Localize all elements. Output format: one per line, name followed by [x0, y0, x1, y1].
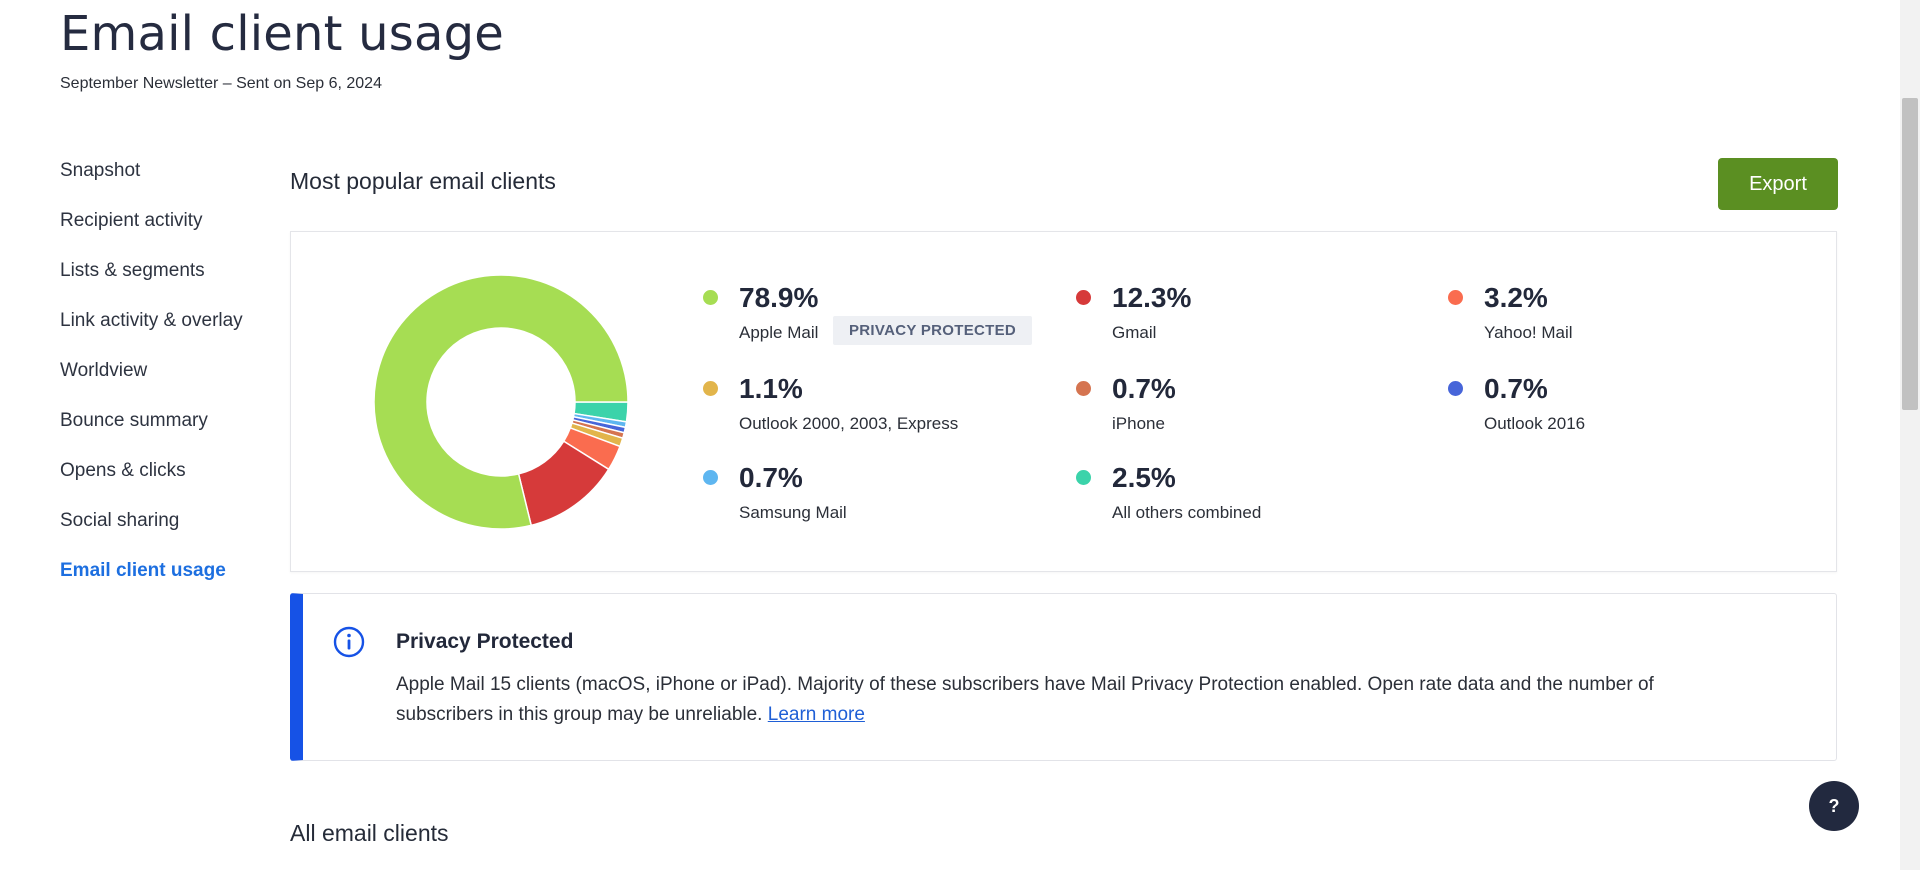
legend-label: Gmail — [1112, 323, 1157, 342]
sidebar-item-email-client-usage[interactable]: Email client usage — [60, 560, 226, 581]
sidebar-item-opens-clicks[interactable]: Opens & clicks — [60, 460, 186, 481]
legend-dot — [1076, 470, 1091, 485]
export-button[interactable]: Export — [1718, 158, 1838, 210]
privacy-protected-badge: PRIVACY PROTECTED — [833, 316, 1033, 345]
sidebar-item-lists-segments[interactable]: Lists & segments — [60, 260, 205, 281]
scrollbar-thumb[interactable] — [1902, 98, 1918, 410]
privacy-info-box: Privacy Protected Apple Mail 15 clients … — [290, 593, 1837, 761]
legend-label: Apple Mail — [739, 323, 819, 342]
legend-label: iPhone — [1112, 414, 1165, 433]
info-body: Apple Mail 15 clients (macOS, iPhone or … — [396, 674, 1654, 725]
legend-label: Outlook 2016 — [1484, 414, 1586, 433]
legend-dot — [1448, 381, 1463, 396]
donut-slice-apple-mail[interactable] — [373, 274, 629, 530]
sidebar-item-recipient-activity[interactable]: Recipient activity — [60, 210, 203, 231]
help-button[interactable]: ? — [1809, 781, 1859, 831]
sidebar-item-link-activity[interactable]: Link activity & overlay — [60, 310, 243, 331]
sidebar-item-snapshot[interactable]: Snapshot — [60, 160, 141, 181]
legend-label: All others combined — [1112, 503, 1262, 522]
legend-value: 0.7% — [739, 462, 803, 493]
legend-value: 12.3% — [1112, 282, 1192, 313]
legend-value: 0.7% — [1484, 373, 1548, 404]
legend-label: Outlook 2000, 2003, Express — [739, 414, 959, 433]
legend-value: 78.9% — [739, 282, 819, 313]
chart-card: 78.9% Apple Mail PRIVACY PROTECTED 12.3% Gma… — [290, 231, 1837, 572]
page-subtitle: September Newsletter – Sent on Sep 6, 20… — [60, 75, 382, 92]
legend-dot — [1076, 290, 1091, 305]
all-clients-title: All email clients — [290, 820, 449, 846]
legend-value: 3.2% — [1484, 282, 1548, 313]
learn-more-link[interactable]: Learn more — [767, 704, 865, 725]
legend-value: 2.5% — [1112, 462, 1176, 493]
legend-dot — [1448, 290, 1463, 305]
page-title: Email client usage — [60, 6, 504, 62]
info-text: Apple Mail 15 clients (macOS, iPhone or … — [396, 670, 1756, 730]
info-title: Privacy Protected — [396, 630, 574, 653]
legend-dot — [703, 381, 718, 396]
sidebar-item-bounce-summary[interactable]: Bounce summary — [60, 410, 208, 431]
sidebar-item-worldview[interactable]: Worldview — [60, 360, 148, 381]
section-title: Most popular email clients — [290, 168, 556, 194]
legend-dot — [703, 470, 718, 485]
legend-value: 0.7% — [1112, 373, 1176, 404]
email-client-donut-chart — [373, 274, 629, 530]
legend-dot — [1076, 381, 1091, 396]
legend-label: Yahoo! Mail — [1484, 323, 1573, 342]
report-sidebar: Snapshot Recipient activity Lists & segm… — [60, 156, 250, 606]
legend-value: 1.1% — [739, 373, 803, 404]
legend-label: Samsung Mail — [739, 503, 847, 522]
sidebar-item-social-sharing[interactable]: Social sharing — [60, 510, 180, 531]
legend-dot — [703, 290, 718, 305]
info-icon — [333, 626, 365, 663]
